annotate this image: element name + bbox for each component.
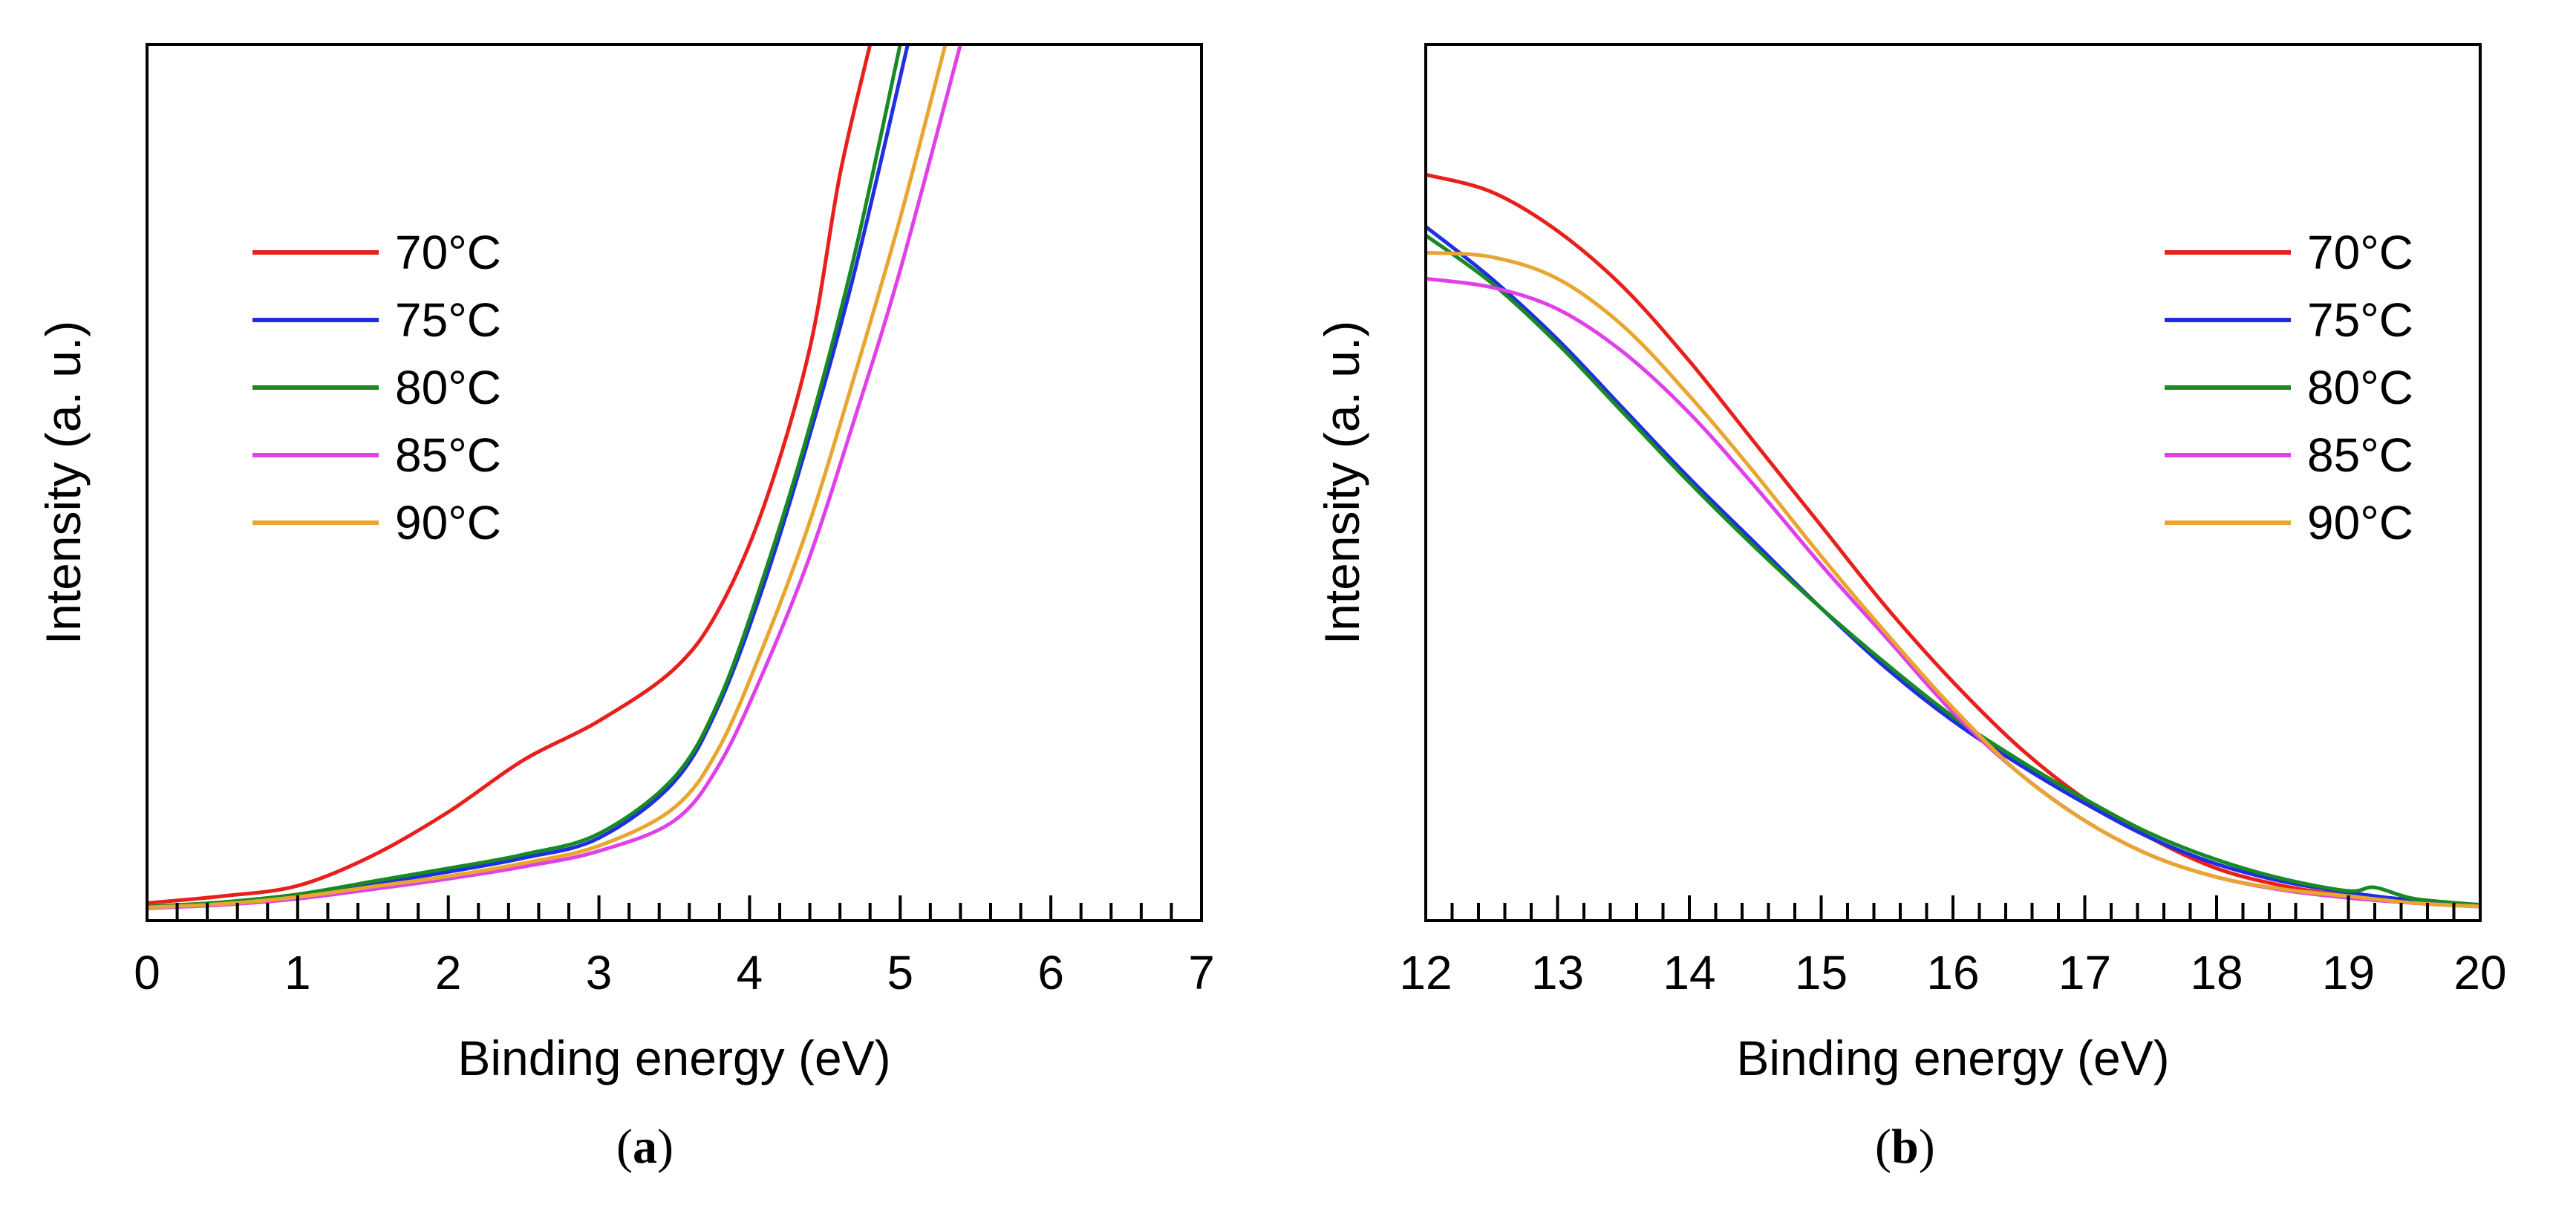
plot-area-a xyxy=(146,43,1203,922)
caption-b: (b) xyxy=(1875,1120,1935,1174)
series-line-b-75c xyxy=(1426,225,2480,907)
series-line-a-70c xyxy=(147,45,873,905)
x-ticks-b xyxy=(1424,895,2482,921)
x-axis-label-a: Binding energy (eV) xyxy=(457,1031,890,1085)
series-line-b-70c xyxy=(1426,172,2480,909)
x-tick-label: 12 xyxy=(1399,946,1452,999)
series-layer-a xyxy=(147,45,962,910)
x-tick-label: 17 xyxy=(2058,946,2111,999)
series-line-a-90c xyxy=(147,45,948,910)
series-layer-b xyxy=(1426,172,2480,909)
plot-background-b xyxy=(1426,45,2480,921)
x-tick-label: 0 xyxy=(134,946,160,999)
legend-label: 70°C xyxy=(2307,226,2413,279)
x-tick-label: 6 xyxy=(1037,946,1064,999)
caption-letter-b: b xyxy=(1891,1120,1919,1174)
x-tick-label: 16 xyxy=(1926,946,1979,999)
x-tick-label: 5 xyxy=(887,946,913,999)
chart-panel-a: 0 1 2 3 4 5 6 7 Binding energy (eV) Intensity (… xyxy=(36,43,1215,1174)
y-axis-label-b: Intensity (a. u.) xyxy=(1314,321,1369,645)
x-tick-label: 19 xyxy=(2322,946,2375,999)
caption-paren-open-a: ( xyxy=(616,1120,633,1174)
x-tick-label: 2 xyxy=(435,946,462,999)
caption-a: (a) xyxy=(616,1120,674,1174)
legend-label: 80°C xyxy=(395,361,501,414)
chart-panel-b: 12 13 14 15 16 17 18 19 20 Binding energy (eV) I… xyxy=(1314,43,2507,1174)
caption-paren-open-b: ( xyxy=(1875,1120,1891,1174)
x-tick-label: 20 xyxy=(2453,946,2506,999)
caption-paren-close-b: ) xyxy=(1919,1120,1935,1174)
caption-letter-a: a xyxy=(633,1120,657,1174)
x-tick-label: 15 xyxy=(1795,946,1848,999)
legend-label: 90°C xyxy=(395,496,501,549)
legend-label: 75°C xyxy=(2307,293,2413,347)
x-axis-label-b: Binding energy (eV) xyxy=(1736,1031,2169,1085)
legend-label: 75°C xyxy=(395,293,501,347)
x-tick-label: 14 xyxy=(1663,946,1715,999)
plot-frame-a xyxy=(146,43,1203,922)
x-tick-label: 7 xyxy=(1188,946,1215,999)
legend-label: 80°C xyxy=(2307,361,2413,414)
x-tick-label: 18 xyxy=(2190,946,2243,999)
legend-a: 70°C 75°C 80°C 85°C 90°C xyxy=(252,226,501,549)
legend-label: 90°C xyxy=(2307,496,2413,549)
series-line-a-85c xyxy=(147,45,962,910)
x-tick-label: 1 xyxy=(284,946,311,999)
legend-b: 70°C 75°C 80°C 85°C 90°C xyxy=(2165,226,2413,549)
x-tick-label: 3 xyxy=(586,946,613,999)
plot-area-b xyxy=(1424,43,2482,922)
plot-background-a xyxy=(147,45,1201,921)
y-axis-label-a: Intensity (a. u.) xyxy=(36,321,91,645)
caption-paren-close-a: ) xyxy=(657,1120,674,1174)
plot-frame-b xyxy=(1424,43,2482,922)
x-tick-labels-a: 0 1 2 3 4 5 6 7 xyxy=(134,946,1215,999)
series-line-b-80c xyxy=(1426,233,2480,907)
legend-label: 85°C xyxy=(2307,428,2413,482)
series-line-a-80c xyxy=(147,45,902,909)
legend-label: 85°C xyxy=(395,428,501,482)
legend-label: 70°C xyxy=(395,226,501,279)
series-line-b-90c xyxy=(1426,250,2480,909)
x-tick-labels-b: 12 13 14 15 16 17 18 19 20 xyxy=(1399,946,2506,999)
x-tick-label: 13 xyxy=(1531,946,1584,999)
x-tick-label: 4 xyxy=(737,946,763,999)
